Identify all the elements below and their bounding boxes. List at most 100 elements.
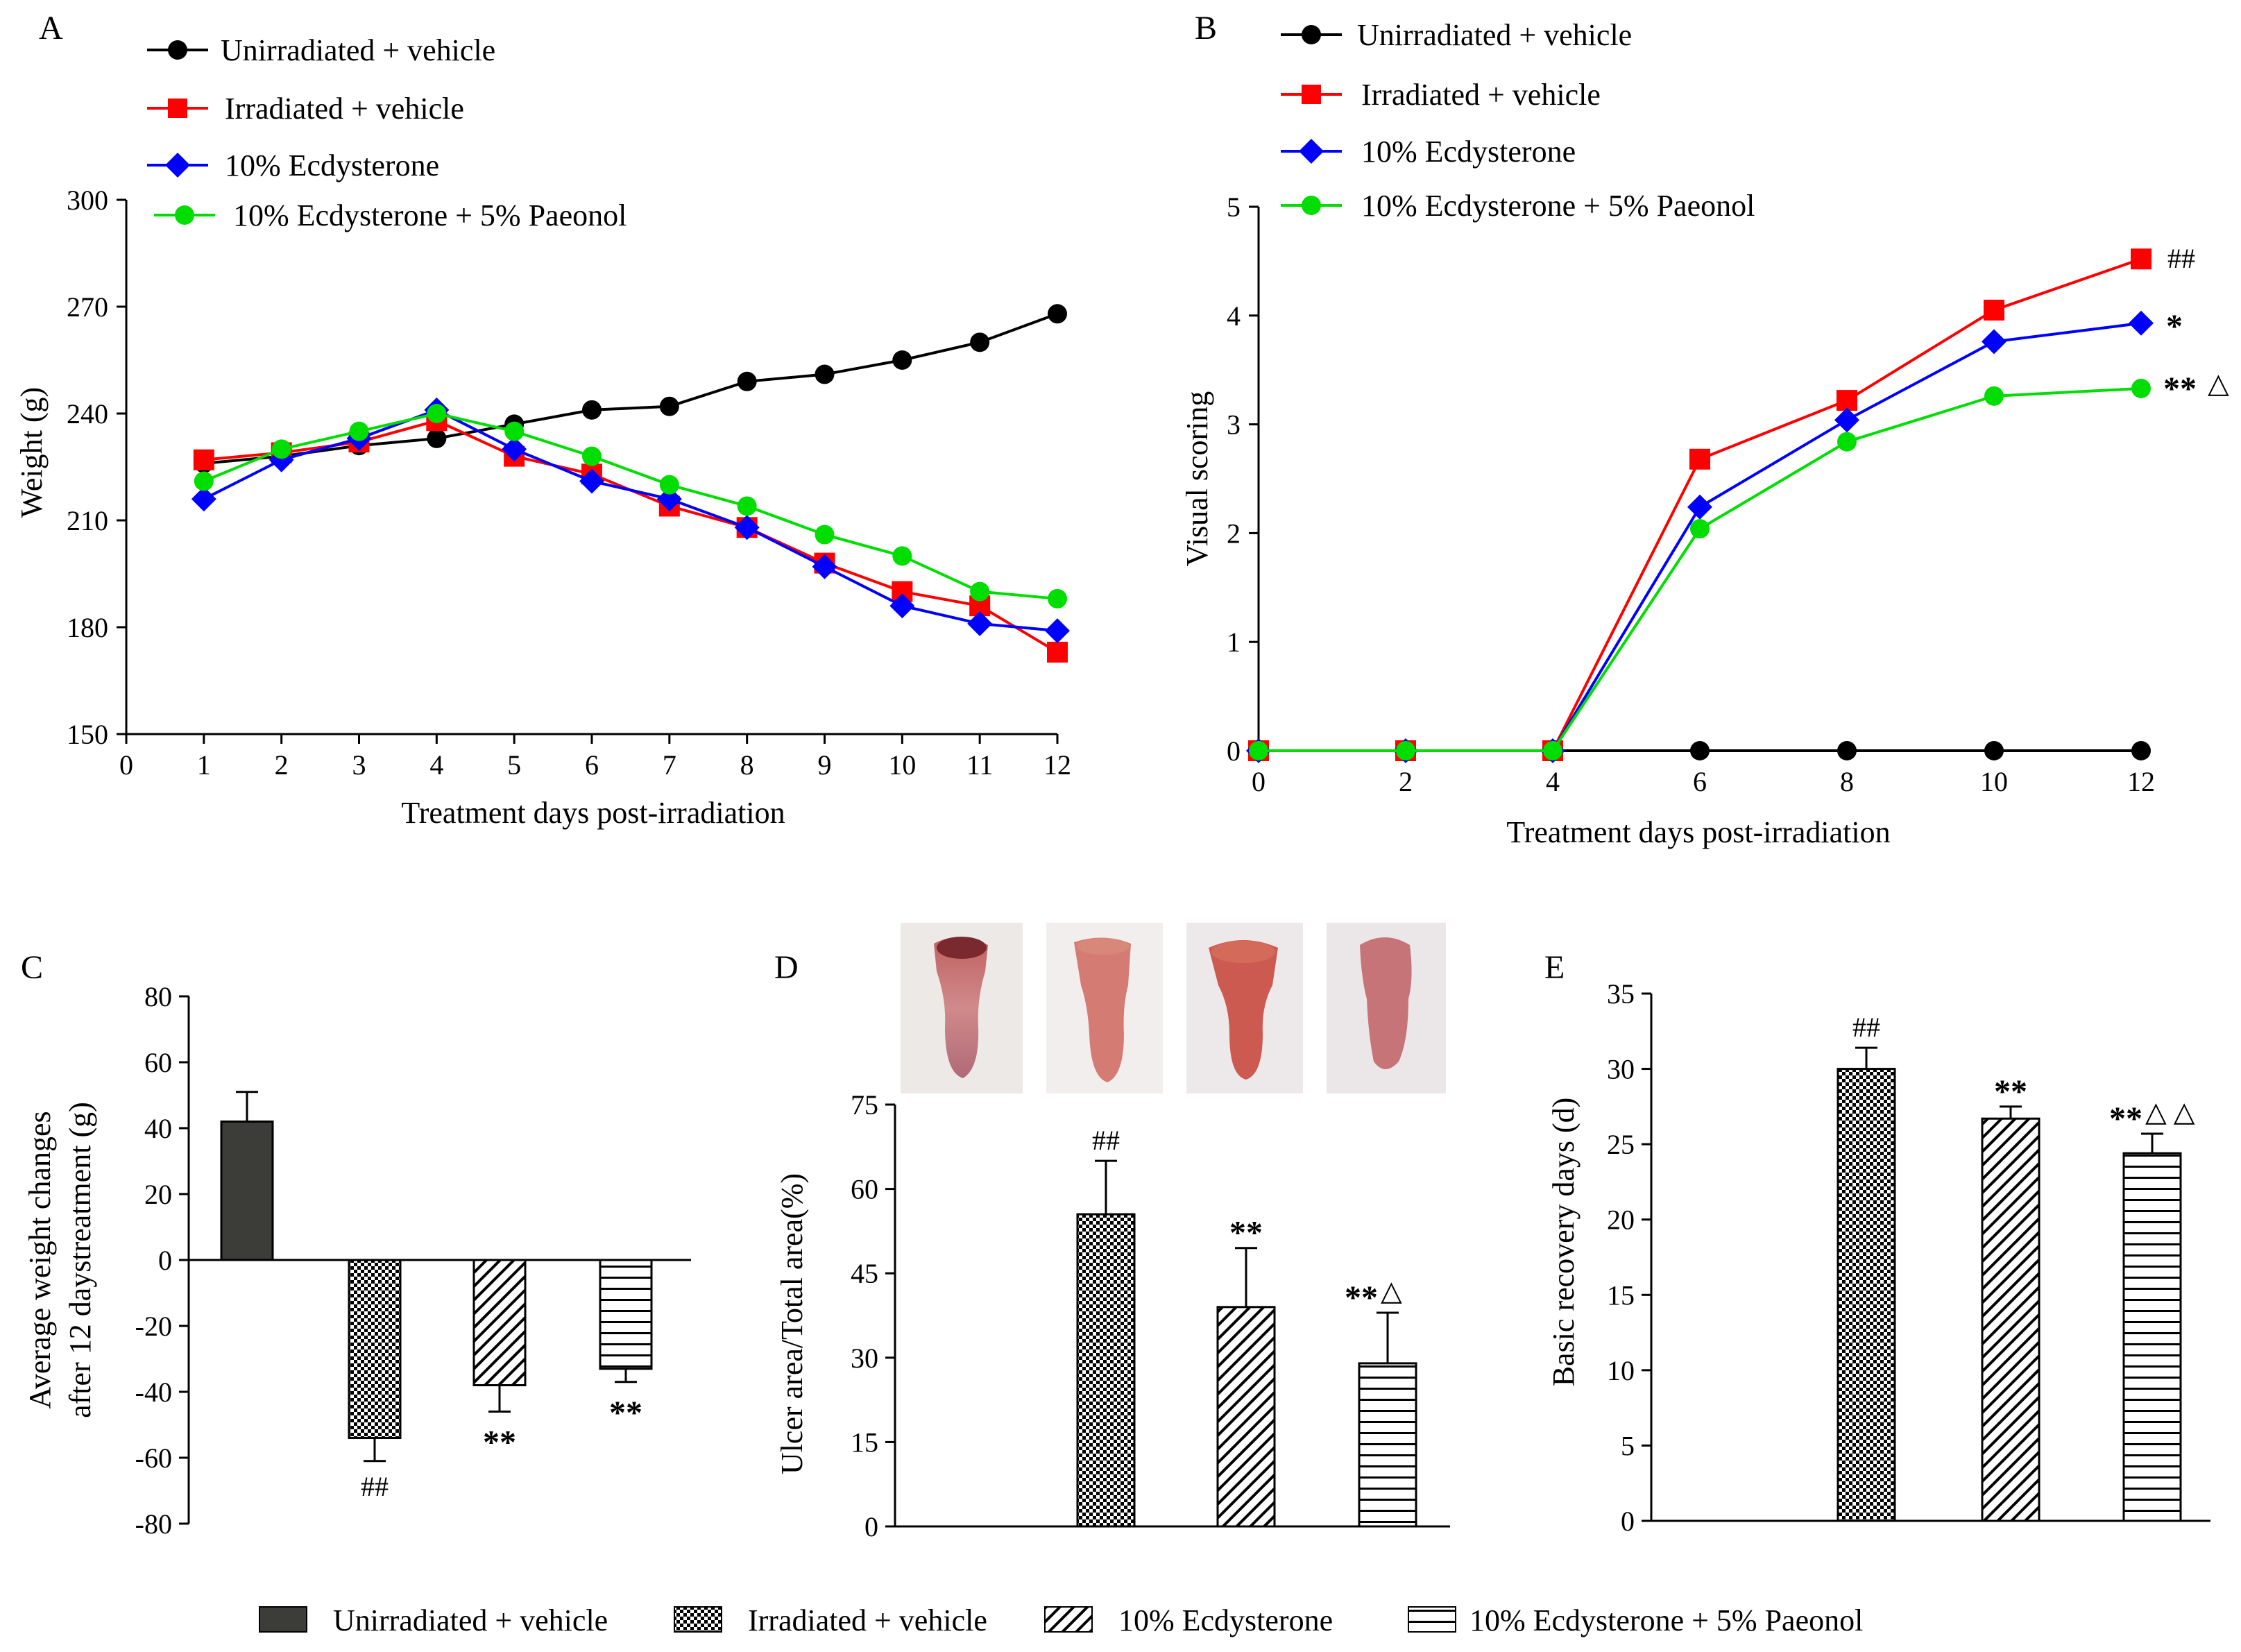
legend-b-irradiated-label: Irradiated + vehicle bbox=[1361, 78, 1601, 112]
legend-b-ecdy-paeonol: 10% Ecdysterone + 5% Paeonol bbox=[1281, 189, 1755, 223]
axis-a-y-tick-label: 300 bbox=[67, 185, 108, 216]
legend-bottom-diag-swatch bbox=[1044, 1606, 1093, 1633]
axis-e-y-tick-label: 10 bbox=[1607, 1355, 1635, 1386]
point-b-ecdy_paeonol bbox=[1984, 386, 2004, 406]
point-b-ecdy_paeonol bbox=[1690, 519, 1710, 539]
tissue-photo-1 bbox=[901, 923, 1023, 1093]
legend-bottom: Unirradiated + vehicle Irradiated + vehi… bbox=[259, 1603, 1863, 1637]
axis-d-y-tick-label: 75 bbox=[851, 1089, 878, 1121]
axis-b-xlabel: Treatment days post-irradiation bbox=[1506, 815, 1890, 849]
point-a-ecdy_paeonol bbox=[1048, 588, 1067, 608]
legend-a-unirradiated: Unirradiated + vehicle bbox=[147, 33, 495, 67]
annot-e-1: ## bbox=[1852, 1012, 1880, 1043]
axis-c-y-tick-label: 80 bbox=[144, 981, 172, 1012]
tissue-photo-2 bbox=[1046, 923, 1163, 1093]
legend-bottom-unirradiated-label: Unirradiated + vehicle bbox=[333, 1603, 608, 1637]
point-a-ecdy_paeonol bbox=[737, 496, 757, 516]
bar-c-0 bbox=[220, 1121, 274, 1261]
axes-e: 0 5 10 15 20 25 30 35 bbox=[1607, 978, 2210, 1537]
panel-e-letter: E bbox=[1544, 949, 1565, 986]
bar-c-3 bbox=[599, 1259, 653, 1370]
legend-a-irradiated-label: Irradiated + vehicle bbox=[225, 92, 464, 126]
point-a-ecdy_paeonol bbox=[194, 471, 214, 491]
point-a-unirradiated bbox=[970, 332, 990, 352]
point-a-ecdy_paeonol bbox=[582, 446, 602, 466]
axis-b-y-tick-label: 2 bbox=[1227, 518, 1241, 549]
axis-e-y-tick-label: 15 bbox=[1607, 1279, 1635, 1311]
axis-a-x-tick-label: 12 bbox=[1043, 749, 1071, 781]
annot-tri-e-3: △ △ bbox=[2145, 1096, 2195, 1127]
legend-a-ecdy-paeonol: 10% Ecdysterone + 5% Paeonol bbox=[154, 198, 627, 232]
series-a-ecdysterone-line bbox=[203, 408, 1058, 633]
annot-b-ecdy-paeonol-tri: △ bbox=[2208, 368, 2229, 399]
axis-b-y-tick-label: 1 bbox=[1227, 627, 1241, 658]
axis-b-ylabel: Visual scoring bbox=[1180, 391, 1214, 567]
point-a-ecdysterone bbox=[191, 486, 216, 512]
axis-c-y-tick-label: 40 bbox=[144, 1113, 172, 1144]
annot-b-ecdysterone: * bbox=[2166, 308, 2183, 345]
axis-a-x-tick-label: 1 bbox=[197, 749, 211, 781]
axis-a-x-tick-label: 11 bbox=[966, 749, 994, 781]
axis-c-y-tick-label: -20 bbox=[135, 1311, 172, 1342]
bar-d-3 bbox=[1358, 1362, 1417, 1528]
axis-a-x-tick-label: 5 bbox=[507, 749, 521, 781]
axes-c: -80 -60 -40 -20 0 20 40 60 80 bbox=[135, 981, 691, 1540]
point-b-unirradiated bbox=[1837, 741, 1857, 760]
series-a-ecdy_paeonol-line bbox=[203, 411, 1058, 600]
axis-e-y-tick-label: 0 bbox=[1621, 1506, 1635, 1537]
point-a-irradiated bbox=[1047, 641, 1068, 663]
axis-c-y-tick-label: 20 bbox=[144, 1179, 172, 1210]
axis-e-y-tick-label: 20 bbox=[1607, 1204, 1635, 1236]
axis-a-x-tick-label: 8 bbox=[740, 749, 754, 781]
axis-a-y-tick-label: 150 bbox=[67, 719, 108, 750]
axis-e-y-tick-label: 25 bbox=[1607, 1129, 1635, 1160]
legend-a-irradiated: Irradiated + vehicle bbox=[147, 92, 464, 126]
plot-e: ##**** △ △ bbox=[1837, 1012, 2195, 1522]
axis-d-y-tick-label: 30 bbox=[851, 1343, 878, 1374]
axis-a-ylabel: Weight (g) bbox=[15, 387, 49, 518]
axis-e-y-tick-label: 30 bbox=[1607, 1054, 1635, 1085]
legend-b-ecdy-paeonol-label: 10% Ecdysterone + 5% Paeonol bbox=[1361, 189, 1755, 223]
point-a-unirradiated bbox=[892, 350, 912, 370]
axis-b-x-tick-label: 2 bbox=[1399, 766, 1413, 797]
point-b-unirradiated bbox=[2131, 741, 2151, 760]
axis-c-y-tick-label: 60 bbox=[144, 1047, 172, 1078]
series-a-unirradiated-line bbox=[203, 312, 1058, 465]
point-b-ecdysterone bbox=[1687, 494, 1712, 520]
axis-d-y-tick-label: 0 bbox=[864, 1511, 878, 1542]
legend-bottom-ecdysterone-label: 10% Ecdysterone bbox=[1118, 1603, 1333, 1637]
legend-bottom-solid-swatch bbox=[259, 1606, 307, 1633]
bar-d-1 bbox=[1076, 1213, 1136, 1528]
point-a-ecdysterone bbox=[889, 593, 915, 619]
axis-b-x-tick-label: 4 bbox=[1546, 766, 1560, 797]
axis-c-y-tick-label: -40 bbox=[135, 1377, 172, 1408]
point-b-ecdy_paeonol bbox=[1249, 741, 1268, 760]
bar-d-2 bbox=[1216, 1306, 1276, 1528]
legend-b: Unirradiated + vehicle Irradiated + vehi… bbox=[1281, 18, 1755, 223]
bar-e-1 bbox=[1837, 1068, 1896, 1522]
axis-a-y-tick-label: 180 bbox=[67, 612, 108, 643]
point-a-unirradiated bbox=[659, 396, 679, 416]
plot-d: ##**** △ bbox=[1076, 1125, 1417, 1528]
axis-c-ylabel-line1: Average weight changes bbox=[23, 1111, 57, 1408]
axis-e-y-tick-label: 5 bbox=[1621, 1430, 1635, 1461]
axis-b-y-tick-label: 0 bbox=[1227, 735, 1241, 767]
axis-c-y-tick-label: -80 bbox=[135, 1508, 172, 1540]
axis-e-ylabel: Basic recovery days (d) bbox=[1546, 1098, 1580, 1387]
point-b-ecdy_paeonol bbox=[1837, 432, 1857, 452]
tissue-photo-4 bbox=[1327, 923, 1446, 1093]
axis-b-x-tick-label: 12 bbox=[2127, 766, 2155, 797]
axis-a-x-tick-label: 0 bbox=[119, 749, 133, 781]
legend-a: Unirradiated + vehicle Irradiated + vehi… bbox=[147, 33, 627, 232]
annot-tri-d-3: △ bbox=[1381, 1275, 1402, 1306]
legend-bottom-unirradiated: Unirradiated + vehicle bbox=[259, 1603, 608, 1637]
annot-d-3: ** bbox=[1345, 1279, 1378, 1316]
axis-b-x-tick-label: 8 bbox=[1840, 766, 1854, 797]
point-b-irradiated bbox=[1984, 299, 2004, 321]
annot-c-1: ## bbox=[361, 1471, 389, 1502]
axis-b-x-tick-label: 10 bbox=[1980, 766, 2008, 797]
point-a-unirradiated bbox=[815, 364, 835, 384]
point-a-ecdy_paeonol bbox=[970, 581, 990, 602]
